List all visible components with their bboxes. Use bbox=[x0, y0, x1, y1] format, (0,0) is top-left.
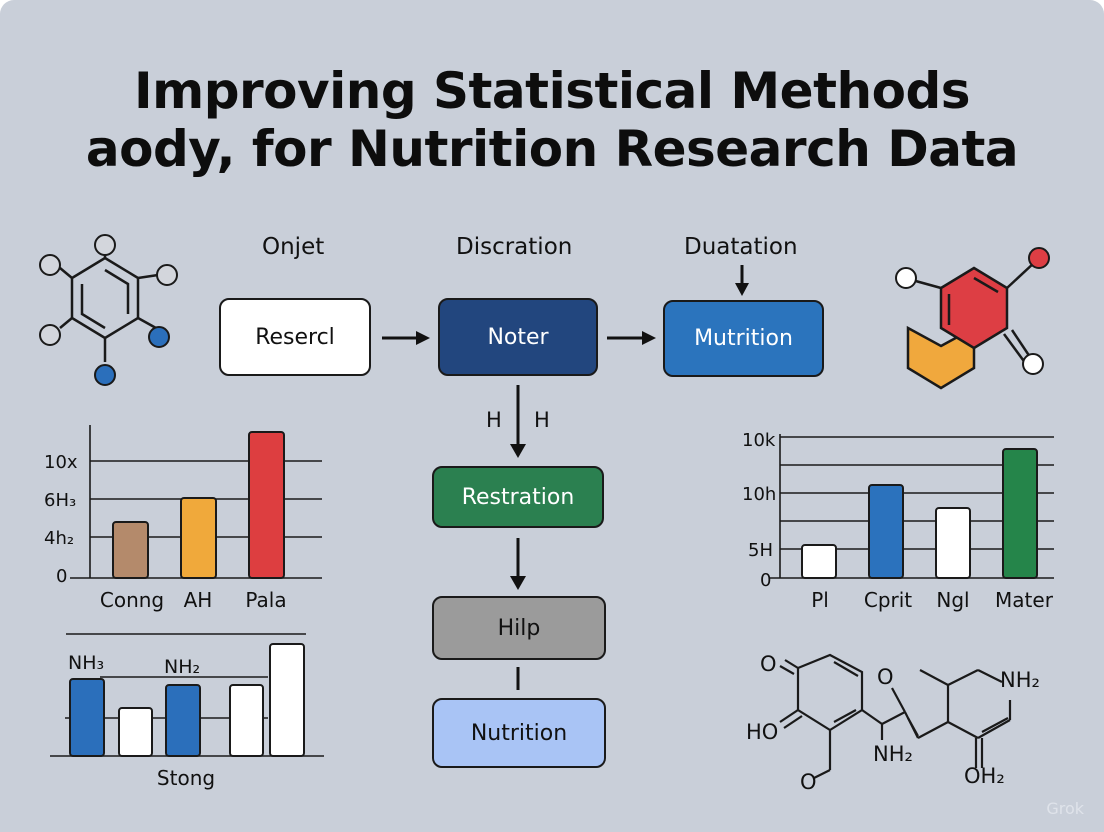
flow-box-resercl: Resercl bbox=[219, 298, 371, 376]
arrow-label-h-left: H bbox=[486, 408, 502, 432]
benzene-molecule-icon bbox=[39, 234, 178, 386]
bar-chart-right bbox=[770, 434, 1054, 579]
atom-o-bottom: O bbox=[800, 770, 817, 794]
xlabel-cprit: Cprit bbox=[863, 588, 913, 612]
title-line-1: Improving Statistical Methods bbox=[133, 62, 971, 120]
xlabel-pala: Pala bbox=[245, 588, 287, 612]
flow-box-restration: Restration bbox=[432, 466, 604, 528]
flow-box-noter: Noter bbox=[438, 298, 598, 376]
flow-box-hilp: Hilp bbox=[432, 596, 606, 660]
xlabel-pl: Pl bbox=[811, 588, 829, 612]
atom-o-top: O bbox=[760, 652, 777, 676]
annotation-nh2: NH₂ bbox=[164, 656, 201, 678]
label-discration: Discration bbox=[456, 234, 573, 260]
grok-watermark: Grok bbox=[1046, 799, 1084, 818]
title-line-2: aody, for Nutrition Research Data bbox=[85, 120, 1019, 178]
xlabel-ah: AH bbox=[183, 588, 213, 612]
atom-o-ring: O bbox=[877, 665, 894, 689]
arrow-label-h-right: H bbox=[534, 408, 550, 432]
structural-formula-icon bbox=[779, 653, 1012, 779]
xlabel-conng: Conng bbox=[99, 588, 165, 612]
atom-nh2-middle: NH₂ bbox=[873, 742, 913, 766]
label-duatation: Duatation bbox=[684, 234, 798, 260]
xlabel-mater: Mater bbox=[995, 588, 1053, 612]
ytick-left-10x: 10x bbox=[44, 452, 78, 473]
annotation-nh3: NH₃ bbox=[68, 652, 105, 674]
ytick-left-6h3: 6H₃ bbox=[44, 490, 77, 511]
xlabel-stong: Stong bbox=[156, 766, 216, 790]
ytick-right-0: 0 bbox=[760, 570, 772, 591]
atom-ho: HO bbox=[746, 720, 779, 744]
ytick-left-0: 0 bbox=[56, 566, 68, 587]
label-onjet: Onjet bbox=[262, 234, 325, 260]
ytick-right-10h: 10h bbox=[742, 484, 777, 505]
xlabel-ngl: Ngl bbox=[936, 588, 970, 612]
atom-oh2: OH₂ bbox=[964, 764, 1005, 788]
flow-box-nutrition: Nutrition bbox=[432, 698, 606, 768]
ytick-right-5h: 5H bbox=[748, 540, 773, 561]
atom-nh2-right: NH₂ bbox=[1000, 668, 1040, 692]
fused-ring-molecule-icon bbox=[895, 247, 1050, 390]
ytick-right-10k: 10k bbox=[742, 430, 776, 451]
flow-box-mutrition: Mutrition bbox=[663, 300, 824, 377]
bar-chart-left-top bbox=[70, 425, 322, 579]
ytick-left-4h2: 4h₂ bbox=[44, 528, 75, 549]
bar-chart-left-bottom bbox=[50, 633, 324, 757]
